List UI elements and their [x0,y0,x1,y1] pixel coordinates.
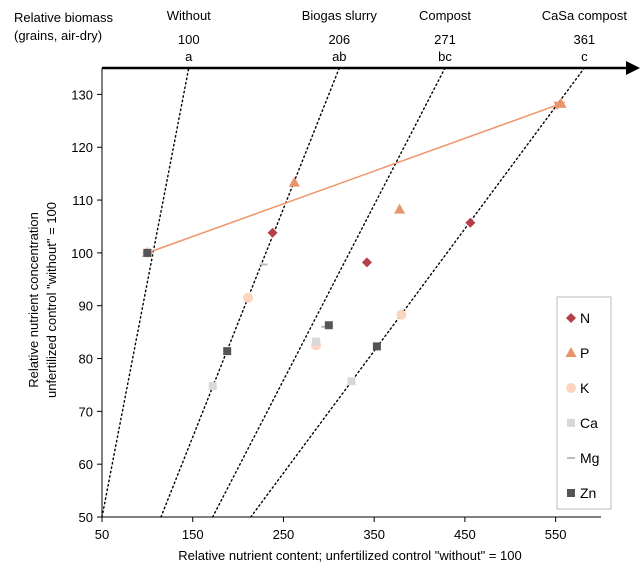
data-point-ca [312,337,321,346]
treatment-group: bc [438,49,452,64]
treatment-name: CaSa compost [542,8,628,23]
treatment-name: Biogas slurry [302,8,378,23]
legend-label-ca: Ca [580,415,598,431]
treatment-name: Without [167,8,211,23]
data-point-n [267,227,278,238]
x-tick-label: 150 [182,527,204,542]
treatment-biomass: 361 [573,32,595,47]
x-tick-label: 450 [454,527,476,542]
legend-label-p: P [580,345,589,361]
legend-box [556,296,612,510]
treatment-labels: Without 100 a Biogas slurry 206 ab Compost 271 b… [167,8,628,64]
data-point-mg [259,263,268,266]
treatment-name: Compost [419,8,471,23]
data-point-ca [347,377,356,386]
y-tick-label: 60 [79,457,93,472]
legend-marker-k [566,383,576,393]
data-point-p [394,203,406,214]
biomass-axis-arrowhead [626,61,640,75]
data-point-zn [223,347,232,356]
y-axis-title-line-2: unfertilized control "without" = 100 [44,202,59,398]
treatment-biomass: 100 [178,32,200,47]
y-tick-label: 120 [71,140,93,155]
data-point-zn [143,248,152,257]
data-point-n [465,217,476,228]
data-point-zn [324,321,333,330]
data-points [141,97,567,390]
biomass-label-line-1: Relative biomass [14,10,113,25]
treatment-group: ab [332,49,346,64]
data-point-k [396,309,407,320]
x-tick-label: 550 [545,527,567,542]
legend-marker-mg [567,457,575,459]
treatment-line [101,67,190,518]
legend-marker-p [565,347,577,357]
x-tick-label: 250 [273,527,295,542]
y-tick-label: 130 [71,87,93,102]
legend-label-mg: Mg [580,450,599,466]
treatment-lines [101,67,586,518]
y-axis-title-line-1: Relative nutrient concentration [26,212,41,388]
y-tick-label: 110 [72,193,93,208]
data-point-p [555,97,567,108]
treatment-group: c [581,49,588,64]
biomass-label-line-2: (grains, air-dry) [14,28,102,43]
treatment-group: a [185,49,193,64]
legend-label-zn: Zn [580,485,596,501]
legend-marker-ca [567,419,575,427]
y-tick-label: 50 [79,510,93,525]
treatment-line [211,67,446,518]
y-tick-label: 100 [71,246,93,261]
treatment-line [160,67,341,518]
x-tick-label: 350 [363,527,385,542]
treatment-biomass: 206 [328,32,350,47]
trend-arrow [147,101,565,254]
legend-marker-zn [567,489,575,497]
x-axis-title: Relative nutrient content; unfertilized … [178,548,521,563]
y-tick-label: 80 [79,352,93,367]
data-point-n [361,257,372,268]
axis-ticks: 50 150 250 350 450 550 50 60 70 80 90 100 110 120 130 [71,87,566,542]
treatment-biomass: 271 [434,32,456,47]
legend-label-n: N [580,310,590,326]
legend-marker-n [566,313,576,323]
data-point-ca [208,381,217,390]
legend-label-k: K [580,380,590,396]
treatment-line [250,67,586,518]
x-tick-label: 50 [95,527,109,542]
legend: N P K Ca Mg Zn [565,310,599,501]
y-tick-label: 90 [79,299,93,314]
data-point-k [243,292,254,303]
y-tick-label: 70 [79,404,93,419]
data-point-p [288,176,300,187]
arrow-line [147,101,565,254]
data-point-zn [372,342,381,351]
